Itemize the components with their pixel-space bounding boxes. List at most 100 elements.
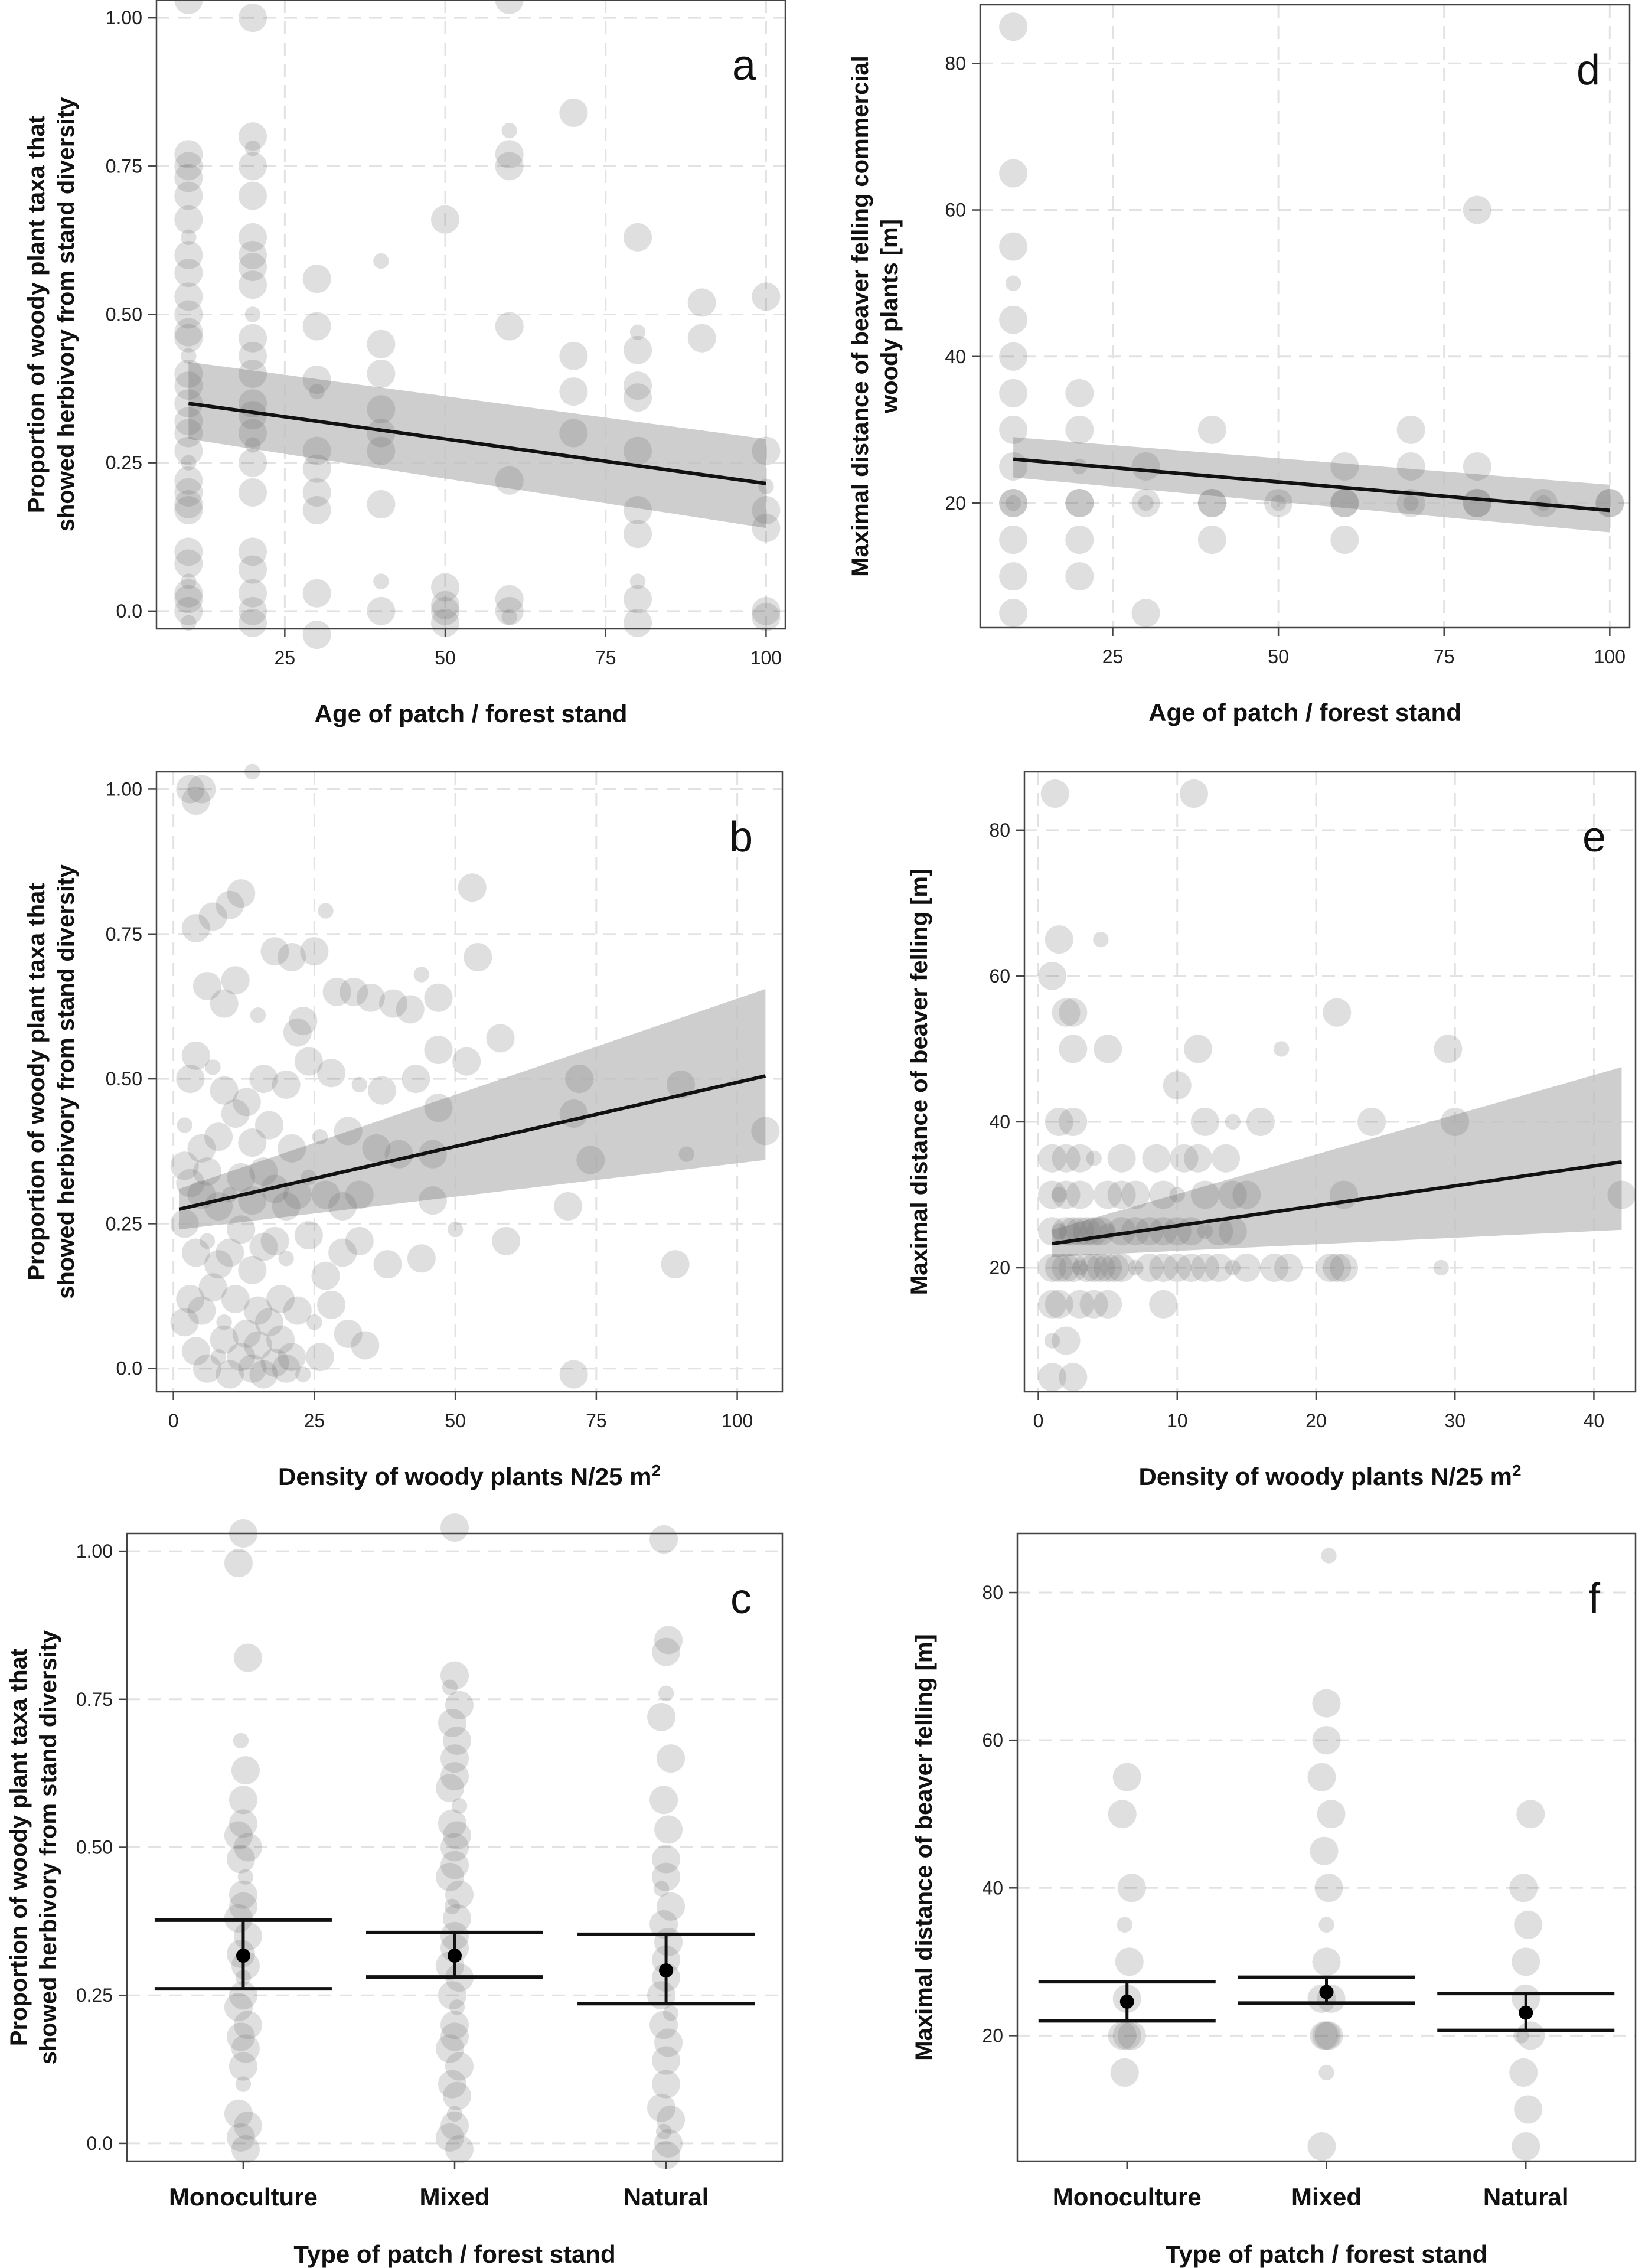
data-point [192, 1354, 221, 1383]
data-point [181, 1041, 210, 1070]
data-point [187, 1296, 216, 1325]
data-point [1094, 1035, 1122, 1063]
data-point [302, 436, 331, 465]
data-point [176, 1284, 205, 1313]
data-point [1197, 489, 1226, 517]
x-axis-label: Type of patch / forest stand [293, 2240, 615, 2268]
data-point [1310, 2021, 1339, 2050]
data-point [495, 312, 524, 341]
data-point [501, 122, 517, 139]
data-point [436, 1862, 464, 1891]
data-point [205, 1059, 221, 1075]
data-point [1509, 2058, 1538, 2087]
fit-line [188, 402, 766, 485]
data-point [999, 489, 1028, 517]
data-point [272, 1354, 301, 1383]
y-axis-label: Proportion of woody plant taxa that [24, 116, 50, 513]
data-point [654, 2129, 683, 2158]
data-point [1079, 1254, 1108, 1282]
data-point [1127, 1259, 1144, 1276]
x-tick-label: 75 [586, 1410, 607, 1431]
data-point [181, 348, 197, 364]
data-point [237, 1869, 254, 1885]
data-point [278, 1251, 294, 1267]
data-point [1115, 1947, 1144, 1976]
panel-letter: b [729, 814, 753, 861]
data-point [1121, 1180, 1150, 1209]
data-point [440, 2022, 469, 2051]
x-tick-label: 40 [1584, 1410, 1605, 1431]
data-point [384, 1140, 413, 1169]
data-point [272, 1192, 301, 1221]
data-point [662, 2005, 679, 2021]
data-point [576, 1146, 605, 1174]
data-point [302, 496, 331, 525]
x-tick-label: 50 [435, 647, 456, 668]
data-point [1179, 779, 1208, 808]
data-point [999, 562, 1028, 591]
data-point [1108, 1800, 1137, 1829]
data-point [187, 1134, 216, 1163]
data-point [565, 1065, 594, 1094]
data-point [317, 1290, 346, 1319]
data-point [559, 98, 588, 127]
data-point [239, 122, 267, 151]
data-point [174, 466, 203, 495]
y-tick-label: 0.75 [106, 923, 142, 945]
y-tick-label: 0.0 [116, 1358, 142, 1379]
data-point [1218, 1180, 1247, 1209]
data-point [1321, 1548, 1337, 1564]
data-point [1264, 489, 1293, 517]
data-point [351, 1331, 380, 1360]
data-point [283, 1296, 312, 1325]
data-point [1045, 1290, 1073, 1319]
data-point [187, 775, 216, 804]
x-tick-label: 0 [1033, 1410, 1044, 1431]
y-tick-label: 60 [945, 200, 966, 221]
data-point [446, 2106, 463, 2122]
data-point [652, 1845, 681, 1874]
data-point [1318, 2064, 1334, 2081]
x-tick-label: 100 [722, 1410, 753, 1431]
data-point [1149, 1217, 1178, 1246]
data-point [229, 1880, 257, 1909]
data-point [629, 324, 646, 340]
data-point [652, 2046, 681, 2075]
data-point [1357, 1107, 1386, 1136]
y-axis-label: Proportion of woody plant taxa that [6, 1649, 32, 2046]
data-point [559, 377, 588, 406]
data-point [232, 1319, 261, 1348]
data-point [1142, 1144, 1171, 1173]
data-point [1463, 489, 1491, 517]
data-point [174, 300, 203, 329]
data-point [1059, 1035, 1088, 1063]
data-point [440, 2111, 469, 2140]
data-point [239, 608, 267, 637]
y-tick-label: 0.50 [76, 1837, 113, 1858]
data-point [239, 341, 267, 370]
data-point [266, 1325, 295, 1354]
data-point [438, 1809, 466, 1838]
data-point [1038, 961, 1067, 990]
data-point [1149, 1254, 1178, 1282]
data-point [999, 526, 1028, 554]
data-point [311, 1180, 340, 1209]
plot-area [1024, 772, 1636, 1392]
data-point [559, 419, 588, 448]
data-point [244, 140, 261, 156]
data-point [210, 1325, 239, 1354]
data-point [210, 989, 239, 1018]
data-point [654, 1815, 683, 1844]
data-point [1052, 998, 1081, 1027]
data-point [362, 1134, 391, 1163]
data-point [1094, 1290, 1122, 1319]
panel-e: 20 40 60 80 0 10 20 30 40 Density of woody plants… [906, 771, 1637, 1490]
x-tick-label: 20 [1305, 1410, 1327, 1431]
data-point [373, 1250, 402, 1279]
data-point [431, 608, 460, 637]
data-point [752, 602, 781, 631]
data-point [177, 1117, 192, 1133]
y-tick-label: 1.00 [106, 778, 142, 799]
x-tick-label: 50 [1268, 646, 1289, 667]
